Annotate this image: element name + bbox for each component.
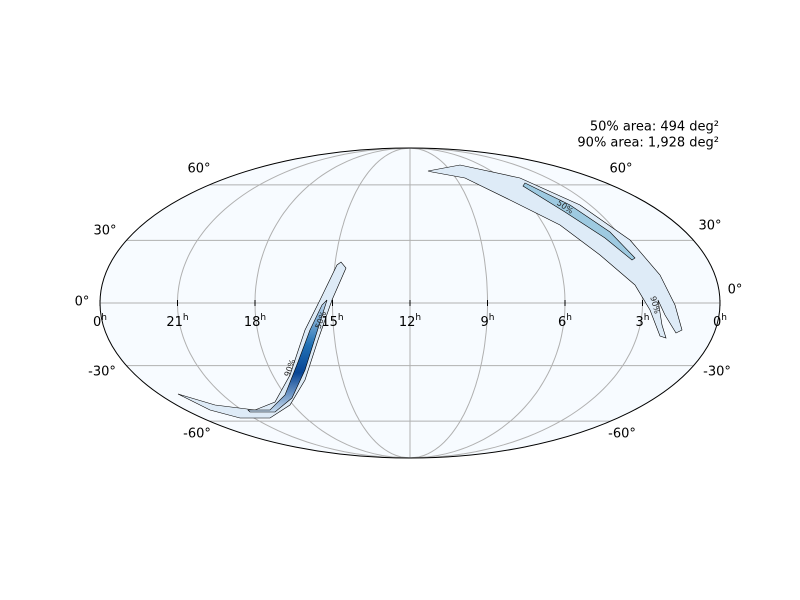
ra-label: 12h — [399, 313, 421, 330]
dec-label: 60° — [187, 162, 210, 177]
dec-label: -60° — [183, 427, 211, 442]
ra-label: 0h — [93, 313, 107, 330]
ra-unit: h — [566, 313, 572, 323]
contour-90 — [177, 261, 347, 419]
dec-label: 60° — [609, 162, 632, 177]
dec-label: 0° — [728, 283, 743, 298]
ra-label: 18h — [244, 313, 266, 330]
dec-label: 30° — [93, 224, 116, 239]
ra-hour: 0 — [93, 315, 101, 330]
ra-label: 3h — [636, 313, 650, 330]
ra-unit: h — [260, 313, 266, 323]
credible-region-north — [427, 164, 683, 339]
ra-hour: 12 — [399, 315, 416, 330]
ra-unit: h — [644, 313, 650, 323]
dec-label: -30° — [703, 365, 731, 380]
dec-label: 30° — [698, 219, 721, 234]
annotation: 50% area: 494 deg² — [590, 120, 719, 135]
ra-hour: 18 — [244, 315, 261, 330]
ra-label: 6h — [558, 313, 572, 330]
ra-label: 15h — [321, 313, 343, 330]
ra-hour: 3 — [636, 315, 644, 330]
ra-hour: 21 — [166, 315, 183, 330]
ra-hour: 9 — [481, 315, 489, 330]
ra-label: 21h — [166, 313, 188, 330]
ra-hour: 15 — [321, 315, 338, 330]
contour-50 — [247, 299, 328, 413]
ra-unit: h — [183, 313, 189, 323]
ra-label: 0h — [713, 313, 727, 330]
ra-hour: 6 — [558, 315, 566, 330]
ra-unit: h — [101, 313, 107, 323]
dec-label: -60° — [608, 427, 636, 442]
contour-50 — [522, 182, 636, 261]
dec-label: -30° — [88, 365, 116, 380]
annotation: 90% area: 1,928 deg² — [577, 136, 719, 151]
ra-hour: 0 — [713, 315, 721, 330]
ra-label: 9h — [481, 313, 495, 330]
ra-unit: h — [489, 313, 495, 323]
ra-unit: h — [721, 313, 727, 323]
ra-unit: h — [415, 313, 421, 323]
credible-region-south — [177, 261, 347, 419]
ra-unit: h — [338, 313, 344, 323]
dec-label: 0° — [75, 295, 90, 310]
